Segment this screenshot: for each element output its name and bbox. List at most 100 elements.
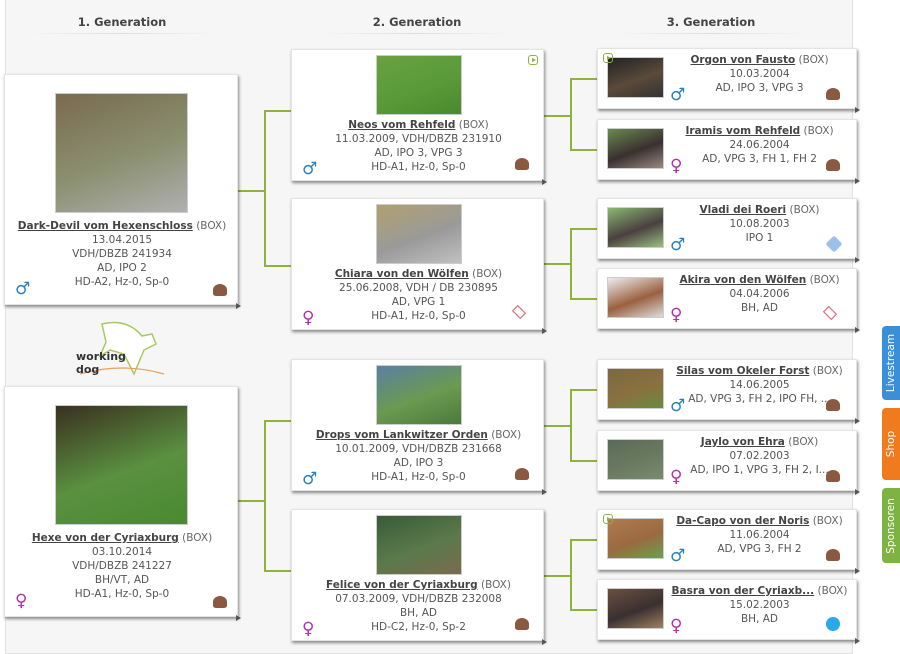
dog-card[interactable]: Hexe von der Cyriaxburg (BOX) 03.10.2014 V…	[4, 386, 241, 621]
dog-card[interactable]: Neos vom Rehfeld (BOX) 11.03.2009, VDH/DB…	[291, 49, 547, 185]
club-logo-icon	[826, 88, 840, 100]
dog-name-link[interactable]: Vladi dei Roeri	[699, 204, 787, 216]
dog-photo[interactable]	[55, 405, 188, 525]
dog-detail-line: AD, IPO 1, VPG 3, FH 2, I...	[690, 464, 829, 476]
dog-photo[interactable]	[607, 588, 664, 629]
side-tab-shop[interactable]: Shop	[882, 408, 900, 480]
male-icon: ♂	[15, 279, 31, 299]
connector-line	[570, 389, 597, 391]
connector-line	[544, 575, 571, 577]
dog-name-link[interactable]: Neos vom Rehfeld	[348, 119, 456, 131]
dog-detail-line: 11.03.2009, VDH/DBZB 231910	[335, 133, 502, 145]
video-play-icon[interactable]	[528, 55, 538, 65]
dog-card[interactable]: Dark-Devil vom Hexenschloss (BOX) 13.04.2…	[4, 74, 241, 309]
dog-photo[interactable]	[607, 57, 664, 98]
dog-detail-line: AD, IPO 3	[393, 457, 444, 469]
dog-card[interactable]: Da-Capo von der Noris (BOX) 11.06.2004 AD,…	[597, 509, 860, 574]
dog-detail-line: 11.06.2004	[729, 529, 790, 541]
breed-label: (BOX)	[472, 268, 503, 280]
dog-card[interactable]: Vladi dei Roeri (BOX) 10.08.2003 IPO 1 ♂	[597, 198, 860, 263]
dog-name-link[interactable]: Silas vom Okeler Forst	[676, 365, 810, 377]
dog-photo[interactable]	[607, 128, 664, 169]
female-icon: ♀	[302, 308, 315, 328]
side-tab-sponsoren[interactable]: Sponsoren	[882, 488, 900, 563]
dog-card[interactable]: Orgon von Fausto (BOX) 10.03.2004 AD, IPO …	[597, 48, 860, 113]
dog-photo[interactable]	[607, 439, 664, 480]
dog-detail-line: 15.02.2003	[729, 599, 790, 611]
dog-photo[interactable]	[607, 368, 664, 409]
dog-card[interactable]: Basra von der Cyriaxb... (BOX) 15.02.2003…	[597, 579, 860, 644]
dog-detail-line: 10.01.2009, VDH/DBZB 231668	[335, 443, 502, 455]
dog-photo[interactable]	[376, 365, 462, 425]
dog-name-link[interactable]: Felice von der Cyriaxburg	[326, 579, 478, 591]
side-tab-label: Sponsoren	[885, 497, 898, 554]
connector-line	[544, 115, 571, 117]
dog-card[interactable]: Chiara von den Wölfen (BOX) 25.06.2008, V…	[291, 198, 547, 334]
dog-photo[interactable]	[607, 518, 664, 559]
dog-photo[interactable]	[376, 515, 462, 575]
dog-name-link[interactable]: Iramis vom Rehfeld	[685, 125, 801, 137]
dog-card[interactable]: Felice von der Cyriaxburg (BOX) 07.03.200…	[291, 509, 547, 645]
header-generation-2: 2. Generation	[317, 15, 517, 34]
connector-line	[570, 298, 597, 300]
dog-detail-line: BH, AD	[740, 613, 779, 625]
connector-line	[264, 420, 266, 572]
dog-name-link[interactable]: Orgon von Fausto	[690, 54, 796, 66]
club-logo-icon	[515, 618, 529, 630]
female-icon: ♀	[15, 591, 28, 611]
dog-card[interactable]: Akira von den Wölfen (BOX) 04.04.2006 BH, …	[597, 268, 860, 333]
dog-detail-line: BH/VT, AD	[94, 574, 150, 586]
breed-label: (BOX)	[812, 515, 843, 527]
video-play-icon[interactable]	[603, 514, 613, 524]
dog-card[interactable]: Iramis vom Rehfeld (BOX) 24.06.2004 AD, VP…	[597, 119, 860, 184]
dog-detail-line: 04.04.2006	[729, 288, 790, 300]
dog-info: Iramis vom Rehfeld (BOX) 24.06.2004 AD, VP…	[668, 124, 851, 166]
dog-detail-line: 10.08.2003	[729, 218, 790, 230]
dog-photo[interactable]	[376, 204, 462, 264]
side-tab-livestream[interactable]: Livestream	[882, 326, 900, 400]
connector-line	[238, 190, 265, 192]
dog-detail-line: HD-A2, Hz-0, Sp-0	[74, 276, 170, 288]
club-logo-icon	[826, 549, 840, 561]
jumping-dog-icon	[79, 321, 165, 376]
dog-name-link[interactable]: Chiara von den Wölfen	[334, 268, 469, 280]
dog-photo[interactable]	[607, 277, 664, 318]
dog-detail-line: 07.03.2009, VDH/DBZB 232008	[335, 593, 502, 605]
breed-label: (BOX)	[803, 125, 834, 137]
club-logo-icon	[515, 468, 529, 480]
dog-card[interactable]: Silas vom Okeler Forst (BOX) 14.06.2005 AD…	[597, 359, 860, 424]
dog-name-link[interactable]: Drops vom Lankwitzer Orden	[315, 429, 488, 441]
dog-card[interactable]: Jaylo von Ehra (BOX) 07.02.2003 AD, IPO 1,…	[597, 430, 860, 495]
dog-info: Akira von den Wölfen (BOX) 04.04.2006 BH, …	[668, 273, 851, 315]
club-logo-icon	[826, 399, 840, 411]
club-logo-icon	[213, 284, 227, 296]
dog-name-link[interactable]: Hexe von der Cyriaxburg	[31, 532, 179, 544]
connector-line	[570, 228, 572, 300]
breed-label: (BOX)	[809, 274, 840, 286]
dog-name-link[interactable]: Dark-Devil vom Hexenschloss	[17, 220, 193, 232]
working-dog-logo: working dog	[72, 316, 172, 378]
dog-info: Felice von der Cyriaxburg (BOX) 07.03.200…	[296, 578, 541, 634]
dog-detail-line: AD, IPO 3, VPG 3	[374, 147, 463, 159]
dog-detail-line: 10.03.2004	[729, 68, 790, 80]
male-icon: ♂	[670, 396, 686, 416]
video-play-icon[interactable]	[603, 53, 613, 63]
dog-info: Silas vom Okeler Forst (BOX) 14.06.2005 AD…	[668, 364, 851, 406]
dog-photo[interactable]	[376, 55, 462, 115]
connector-line	[238, 500, 265, 502]
club-logo-icon	[213, 596, 227, 608]
breed-label: (BOX)	[182, 532, 213, 544]
dog-info: Jaylo von Ehra (BOX) 07.02.2003 AD, IPO 1,…	[668, 435, 851, 477]
dog-detail-line: 13.04.2015	[91, 234, 153, 246]
dog-name-link[interactable]: Da-Capo von der Noris	[676, 515, 810, 527]
breed-label: (BOX)	[458, 119, 489, 131]
dog-card[interactable]: Drops vom Lankwitzer Orden (BOX) 10.01.20…	[291, 359, 547, 495]
dog-photo[interactable]	[55, 93, 188, 213]
dog-detail-line: AD, VPG 3, FH 1, FH 2	[702, 153, 817, 165]
dog-name-link[interactable]: Jaylo von Ehra	[700, 436, 785, 448]
dog-name-link[interactable]: Akira von den Wölfen	[679, 274, 807, 286]
breed-label: (BOX)	[789, 204, 820, 216]
dog-info: Drops vom Lankwitzer Orden (BOX) 10.01.20…	[296, 428, 541, 484]
dog-name-link[interactable]: Basra von der Cyriaxb...	[671, 585, 815, 597]
dog-photo[interactable]	[607, 207, 664, 248]
